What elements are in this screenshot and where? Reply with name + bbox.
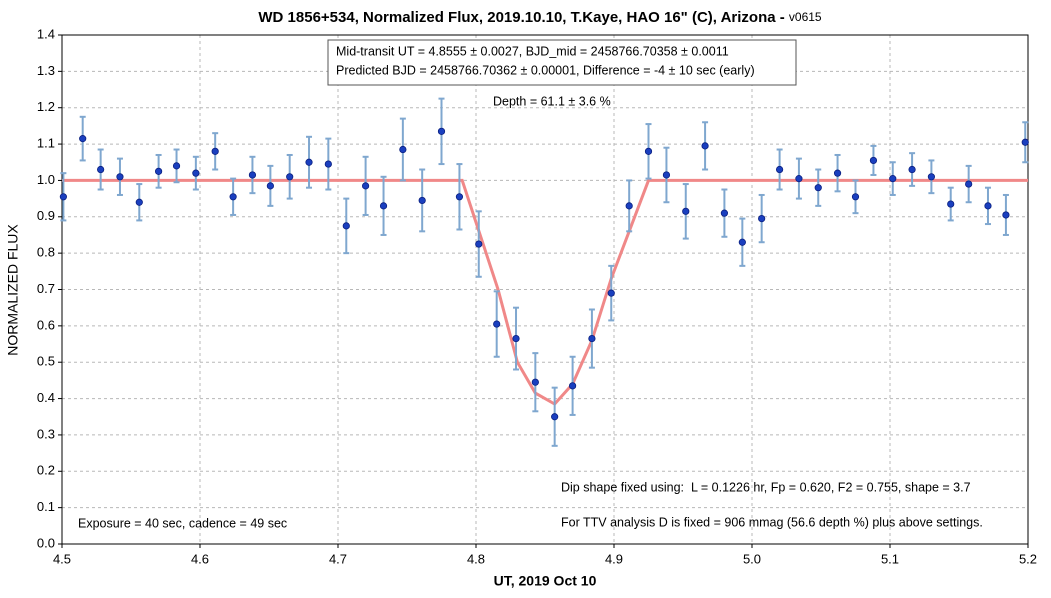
y-tick-label: 0.4	[37, 390, 55, 405]
x-axis-label: UT, 2019 Oct 10	[494, 573, 597, 589]
data-point	[135, 198, 143, 206]
y-tick-label: 1.4	[37, 26, 55, 41]
data-point	[59, 193, 67, 201]
data-point	[682, 207, 690, 215]
data-point	[493, 320, 501, 328]
chart-title: WD 1856+534, Normalized Flux, 2019.10.10…	[258, 9, 822, 26]
data-point	[342, 222, 350, 230]
data-point	[512, 334, 520, 343]
y-tick-label: 1.3	[37, 63, 55, 78]
data-point	[738, 238, 746, 246]
data-point	[305, 158, 313, 166]
x-tick-label: 5.0	[743, 551, 761, 566]
data-point	[172, 162, 181, 170]
data-point	[965, 180, 973, 188]
data-point	[455, 193, 464, 201]
y-tick-label: 0.7	[37, 281, 55, 296]
data-point	[192, 169, 200, 177]
y-tick-label: 1.2	[37, 99, 55, 114]
y-axis-label: NORMALIZED FLUX	[5, 224, 21, 356]
data-point	[79, 135, 87, 143]
annotation: Dip shape fixed using: L = 0.1226 hr, Fp…	[561, 480, 971, 494]
data-point	[324, 160, 332, 168]
data-point	[229, 193, 237, 201]
data-point	[720, 209, 729, 217]
data-point	[908, 165, 916, 174]
data-point	[984, 202, 992, 210]
y-tick-label: 0.9	[37, 208, 55, 223]
data-point	[531, 378, 539, 386]
data-point	[851, 193, 860, 201]
y-tick-label: 0.0	[37, 535, 55, 550]
title-main: WD 1856+534, Normalized Flux, 2019.10.10…	[258, 9, 789, 26]
y-tick-label: 1.0	[37, 172, 55, 187]
data-point	[399, 145, 407, 154]
data-point	[625, 202, 633, 210]
y-tick-label: 0.8	[37, 245, 55, 260]
data-point	[795, 175, 803, 183]
x-tick-label: 4.9	[605, 551, 623, 566]
data-point	[814, 184, 822, 192]
data-point	[379, 202, 388, 210]
data-point	[775, 165, 784, 174]
data-point	[266, 182, 274, 190]
data-point	[869, 156, 878, 165]
data-point	[97, 165, 105, 174]
data-point	[211, 147, 219, 155]
title-version: v0615	[789, 10, 822, 24]
data-point	[286, 173, 294, 181]
data-point	[361, 182, 370, 190]
annotation: Exposure = 40 sec, cadence = 49 sec	[78, 516, 287, 530]
plot-frame	[61, 34, 1029, 545]
x-tick-label: 4.7	[329, 551, 347, 566]
x-tick-label: 4.6	[191, 551, 209, 566]
annotation: Mid-transit UT = 4.8555 ± 0.0027, BJD_mi…	[336, 44, 729, 58]
data-point	[588, 334, 596, 343]
y-tick-label: 0.5	[37, 354, 55, 369]
annotation-box	[327, 39, 797, 86]
data-point	[701, 142, 709, 150]
annotation: For TTV analysis D is fixed = 906 mmag (…	[561, 515, 983, 529]
x-tick-label: 4.8	[467, 551, 485, 566]
data-point	[437, 127, 446, 135]
y-tick-label: 0.1	[37, 499, 55, 514]
data-point	[551, 413, 559, 421]
data-point	[116, 173, 124, 181]
data-point	[644, 147, 653, 155]
annotation: Predicted BJD = 2458766.70362 ± 0.00001,…	[336, 63, 755, 77]
data-point	[662, 171, 671, 179]
data-point	[155, 167, 163, 175]
x-tick-label: 5.2	[1019, 551, 1037, 566]
data-point	[1021, 138, 1029, 146]
data-point	[248, 171, 257, 179]
y-tick-label: 0.2	[37, 463, 55, 478]
data-point	[947, 200, 955, 208]
data-point	[568, 382, 577, 390]
data-point	[758, 215, 766, 223]
annotation: Depth = 61.1 ± 3.6 %	[493, 94, 611, 108]
data-point	[927, 173, 936, 181]
data-point	[475, 240, 483, 248]
data-point	[607, 289, 615, 297]
y-tick-label: 0.3	[37, 426, 55, 441]
x-tick-label: 5.1	[881, 551, 899, 566]
y-tick-label: 1.1	[37, 136, 55, 151]
data-point	[889, 175, 897, 183]
data-point	[833, 169, 842, 177]
data-point	[1002, 211, 1010, 219]
y-tick-label: 0.6	[37, 317, 55, 332]
x-tick-label: 4.5	[53, 551, 71, 566]
data-point	[418, 196, 426, 205]
